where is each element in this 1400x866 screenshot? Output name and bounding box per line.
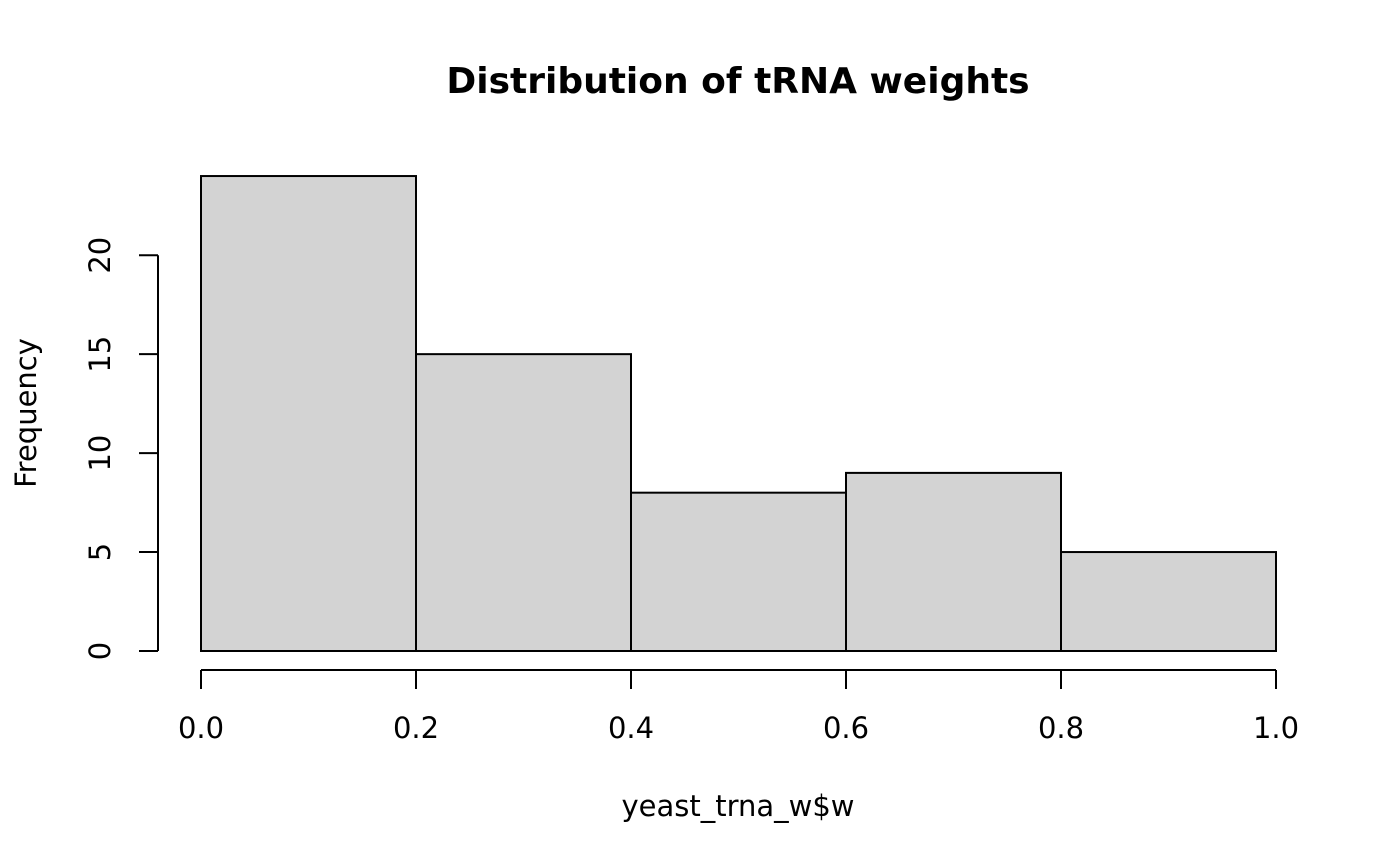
bars-group — [200, 175, 1277, 653]
x-tick-label: 0.8 — [1038, 711, 1084, 745]
x-tick-label: 1.0 — [1253, 711, 1299, 745]
histogram-bar-2 — [630, 491, 847, 652]
y-tick-label: 0 — [83, 642, 117, 660]
x-tick-label: 0.6 — [823, 711, 869, 745]
chart-title: Distribution of tRNA weights — [446, 61, 1029, 102]
x-axis: 0.0 0.2 0.4 0.6 0.8 1.0 — [178, 669, 1299, 745]
histogram-bar-4 — [1060, 551, 1277, 652]
x-tick-label: 0.2 — [393, 711, 439, 745]
y-tick-label: 20 — [83, 237, 117, 274]
y-axis-label: Frequency — [9, 338, 43, 488]
y-tick-label: 5 — [83, 543, 117, 561]
y-axis: 0 5 10 15 20 — [83, 237, 159, 660]
y-tick-label: 15 — [83, 336, 117, 373]
y-tick-label: 10 — [83, 435, 117, 472]
histogram-bar-0 — [200, 175, 417, 652]
x-tick-label: 0.0 — [178, 711, 224, 745]
histogram-bar-1 — [415, 353, 632, 652]
histogram-bar-3 — [845, 471, 1062, 653]
x-axis-label: yeast_trna_w$w — [621, 789, 854, 823]
x-tick-label: 0.4 — [608, 711, 654, 745]
